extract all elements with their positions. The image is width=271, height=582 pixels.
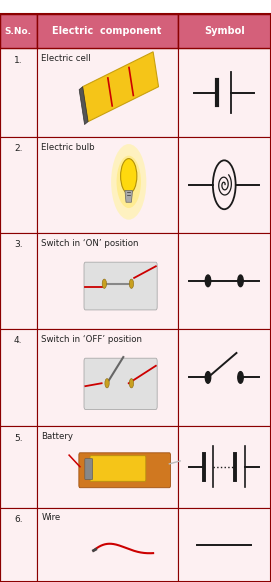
Bar (178, 137, 271, 233)
Circle shape (102, 279, 107, 289)
Circle shape (105, 378, 109, 388)
Text: 6.: 6. (14, 515, 22, 524)
Circle shape (111, 144, 146, 219)
Polygon shape (125, 191, 133, 203)
Circle shape (205, 275, 211, 287)
Bar (178, 426, 271, 508)
Bar (0, 508, 271, 582)
Text: Battery: Battery (41, 432, 73, 441)
Bar (178, 508, 271, 582)
Circle shape (121, 159, 137, 193)
Circle shape (117, 156, 141, 208)
Bar (178, 48, 271, 137)
Polygon shape (83, 52, 159, 122)
Bar (0, 426, 37, 508)
Bar (0, 508, 37, 582)
Bar (0, 14, 37, 48)
Bar (0, 48, 271, 137)
Text: Switch in ‘ON’ position: Switch in ‘ON’ position (41, 239, 139, 247)
Bar (0, 137, 37, 233)
Text: Symbol: Symbol (204, 26, 245, 36)
Circle shape (129, 378, 134, 388)
Text: Switch in ‘OFF’ position: Switch in ‘OFF’ position (41, 335, 143, 343)
Circle shape (238, 275, 243, 287)
Circle shape (238, 372, 243, 383)
Bar (37, 48, 178, 137)
Bar (37, 14, 178, 48)
Bar (0, 233, 37, 329)
Bar (0, 137, 271, 233)
Text: 1.: 1. (14, 56, 22, 65)
Circle shape (129, 279, 134, 289)
Bar (0, 329, 37, 426)
Bar (0, 426, 271, 508)
Text: S.No.: S.No. (5, 27, 32, 36)
Text: 4.: 4. (14, 336, 22, 345)
FancyBboxPatch shape (85, 459, 93, 480)
Bar (178, 329, 271, 426)
Bar (178, 233, 271, 329)
Text: Electric bulb: Electric bulb (41, 143, 95, 151)
FancyBboxPatch shape (79, 453, 170, 488)
Text: Wire: Wire (41, 513, 61, 522)
Circle shape (205, 372, 211, 383)
Bar (37, 137, 178, 233)
Text: 5.: 5. (14, 434, 22, 442)
Bar (0, 329, 271, 426)
Text: Electric  component: Electric component (52, 26, 162, 36)
Bar (0, 233, 271, 329)
Bar (178, 14, 271, 48)
Text: 3.: 3. (14, 240, 22, 249)
FancyBboxPatch shape (90, 456, 146, 481)
Bar (37, 508, 178, 582)
Bar (37, 329, 178, 426)
Bar (0, 48, 37, 137)
Text: Electric cell: Electric cell (41, 54, 91, 63)
Bar (0, 14, 271, 48)
Bar (37, 233, 178, 329)
Polygon shape (79, 87, 88, 125)
Text: 2.: 2. (14, 144, 22, 153)
FancyBboxPatch shape (84, 358, 157, 410)
Bar (37, 426, 178, 508)
FancyBboxPatch shape (84, 262, 157, 310)
